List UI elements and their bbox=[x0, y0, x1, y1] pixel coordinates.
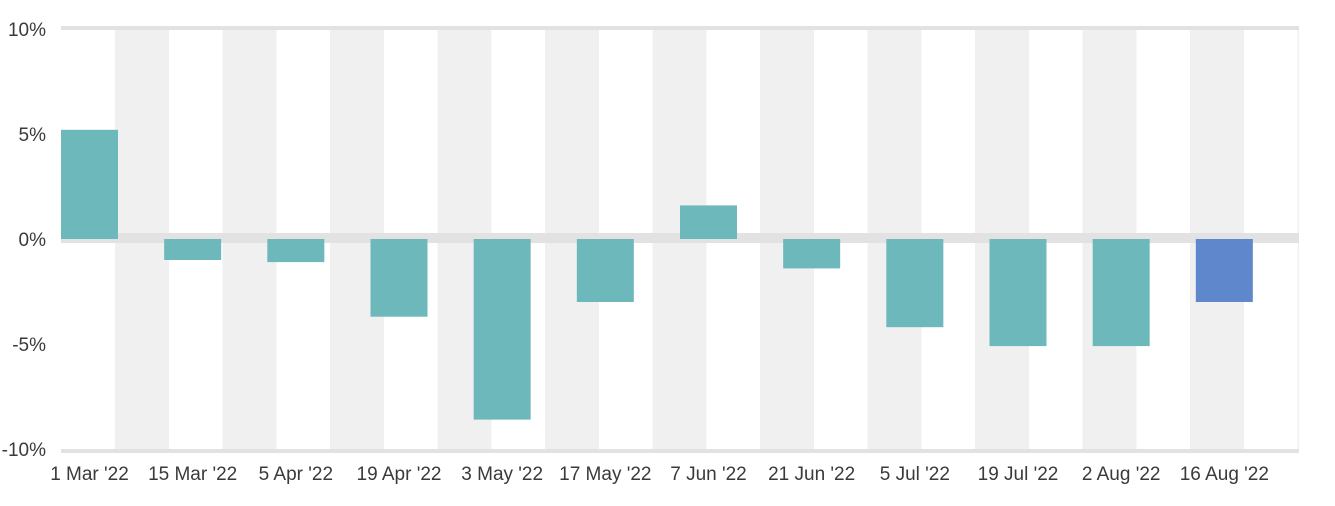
bar-10 bbox=[989, 239, 1047, 347]
y-tick-label: 5% bbox=[19, 125, 47, 146]
bar-2 bbox=[164, 239, 222, 260]
x-tick-label: 21 Jun '22 bbox=[768, 464, 855, 485]
bar-7 bbox=[680, 205, 737, 239]
bar-12 bbox=[1195, 239, 1253, 302]
bar-4 bbox=[370, 239, 428, 317]
x-tick-label: 16 Aug '22 bbox=[1180, 464, 1269, 485]
y-tick-label: 0% bbox=[19, 230, 47, 251]
x-tick-label: 19 Jul '22 bbox=[978, 464, 1059, 485]
bar-9 bbox=[886, 239, 944, 328]
bar-8 bbox=[783, 239, 841, 269]
bar-1 bbox=[61, 129, 118, 239]
x-tick-label: 5 Apr '22 bbox=[259, 464, 333, 485]
bar-3 bbox=[267, 239, 325, 263]
x-tick-label: 1 Mar '22 bbox=[50, 464, 129, 485]
bar-5 bbox=[473, 239, 531, 420]
y-tick-label: -5% bbox=[12, 335, 46, 356]
top-gridline bbox=[61, 26, 1299, 30]
x-tick-label: 7 Jun '22 bbox=[670, 464, 747, 485]
bar-6 bbox=[576, 239, 634, 302]
x-tick-label: 2 Aug '22 bbox=[1082, 464, 1161, 485]
bar-11 bbox=[1092, 239, 1150, 347]
x-tick-label: 19 Apr '22 bbox=[357, 464, 442, 485]
x-tick-label: 15 Mar '22 bbox=[148, 464, 237, 485]
x-tick-label: 3 May '22 bbox=[461, 464, 543, 485]
y-tick-label: 10% bbox=[8, 20, 46, 41]
bottom-axis-line bbox=[61, 449, 1299, 453]
y-tick-label: -10% bbox=[2, 440, 46, 461]
x-tick-label: 17 May '22 bbox=[559, 464, 651, 485]
x-tick-label: 5 Jul '22 bbox=[880, 464, 950, 485]
